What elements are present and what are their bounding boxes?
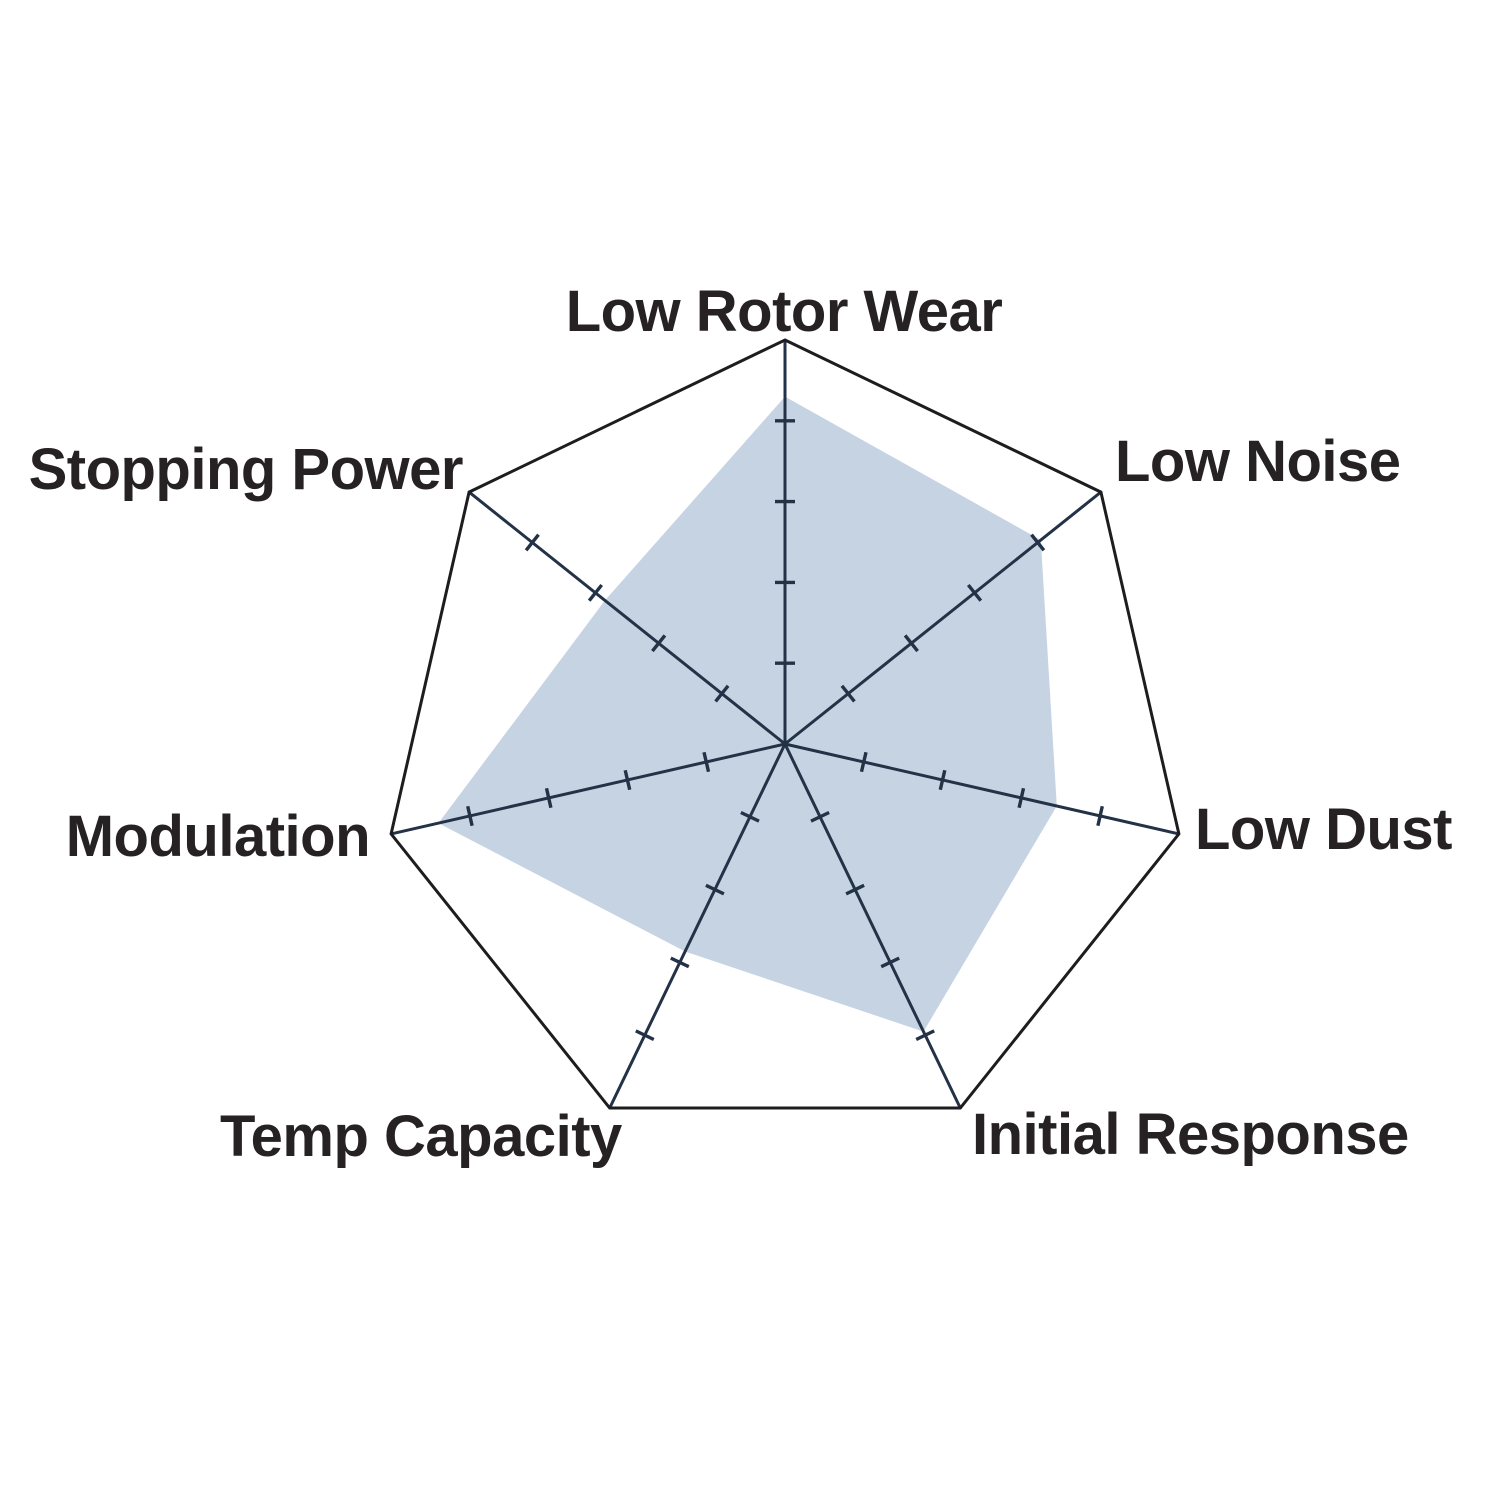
axis-label-low-noise: Low Noise (1115, 429, 1401, 494)
axis-label-low-rotor-wear: Low Rotor Wear (565, 279, 1003, 344)
axis-label-initial-response: Initial Response (972, 1102, 1409, 1167)
axis-line (784, 742, 1180, 836)
axis-tick (740, 810, 760, 823)
grid-outline (389, 338, 1181, 1110)
axis-tick (859, 751, 868, 773)
axis-tick (966, 583, 983, 602)
axis-tick (845, 883, 865, 896)
axis-tick (1030, 533, 1046, 552)
axis-label-modulation: Modulation (65, 804, 371, 869)
axis-tick (903, 634, 919, 653)
axis-line (608, 743, 787, 1109)
axis-tick (938, 769, 947, 791)
axis-label-low-dust: Low Dust (1195, 797, 1452, 862)
axis-line (390, 742, 786, 836)
axis-tick (524, 533, 540, 552)
axis-tick (466, 805, 474, 827)
axis-line (468, 490, 786, 746)
axis-label-temp-capacity: Temp Capacity (220, 1104, 622, 1169)
axis-tick (705, 883, 725, 896)
axis-line (784, 490, 1102, 746)
axis-tick (880, 956, 900, 969)
axis-tick (587, 583, 604, 602)
axis-tick (714, 684, 730, 703)
axis-tick (651, 634, 667, 653)
axis-tick (702, 751, 711, 773)
axis-label-stopping-power: Stopping Power (28, 437, 464, 502)
axis-tick (810, 810, 830, 823)
axis-tick (1017, 787, 1026, 809)
axis-tick (1096, 805, 1104, 827)
axis-tick (623, 769, 632, 791)
axis-tick (635, 1029, 655, 1042)
axis-tick (915, 1029, 935, 1042)
axis-line (783, 743, 962, 1109)
axis-tick (840, 684, 856, 703)
axis-tick (670, 956, 690, 969)
axis-tick (544, 787, 553, 809)
